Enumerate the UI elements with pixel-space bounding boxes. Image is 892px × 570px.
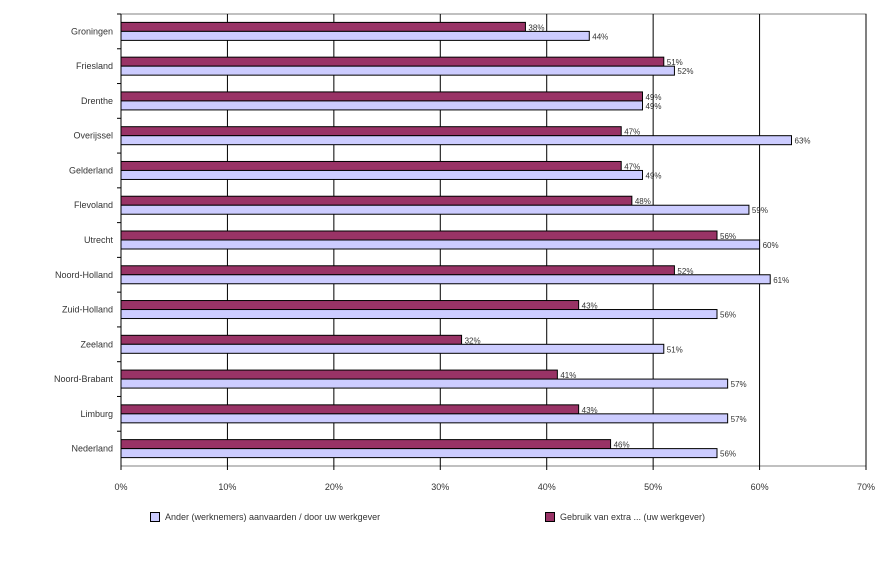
bar-series-1 [120,343,665,354]
data-label-series-2: 49% [646,93,662,102]
data-label-series-1: 59% [752,206,768,215]
data-label-series-2: 51% [667,58,683,67]
bar-series-2 [120,334,463,345]
x-tick-label: 60% [751,482,769,492]
x-tick-label: 30% [431,482,449,492]
y-tick-label: Flevoland [74,200,113,210]
data-label-series-2: 46% [614,441,630,450]
y-tick-label: Nederland [71,444,113,454]
legend-item-series-2: Gebruik van extra ... (uw werkgever) [545,512,705,522]
data-label-series-2: 43% [582,302,598,311]
bar-series-2 [120,230,718,241]
bar-series-2 [120,369,558,380]
bar-series-1 [120,448,718,459]
bar-series-1 [120,135,792,146]
x-tick-label: 0% [114,482,127,492]
data-label-series-1: 52% [677,67,693,76]
x-tick-label: 50% [644,482,662,492]
x-tick-label: 20% [325,482,343,492]
y-tick-label: Gelderland [69,165,113,175]
bar-series-1 [120,169,643,180]
y-tick-label: Friesland [76,61,113,71]
data-label-series-2: 47% [624,162,640,171]
legend-label-series-1: Ander (werknemers) aanvaarden / door uw … [165,512,381,522]
bar-series-1 [120,413,729,424]
bar-series-2 [120,195,633,206]
data-label-series-1: 49% [646,171,662,180]
data-label-series-1: 44% [592,32,608,41]
y-tick-label: Overijssel [73,131,113,141]
bar-series-2 [120,404,580,415]
y-tick-label: Drenthe [81,96,113,106]
y-tick-label: Noord-Holland [55,270,113,280]
x-tick-label: 40% [538,482,556,492]
data-label-series-2: 48% [635,197,651,206]
bar-series-2 [120,21,526,32]
y-tick-label: Noord-Brabant [54,374,114,384]
data-label-series-2: 32% [465,336,481,345]
data-label-series-2: 56% [720,232,736,241]
data-label-series-1: 51% [667,345,683,354]
legend-swatch-series-1 [150,512,160,522]
data-label-series-1: 57% [731,415,747,424]
legend-label-series-2: Gebruik van extra ... (uw werkgever) [560,512,706,522]
data-label-series-2: 38% [528,23,544,32]
bar-series-2 [120,91,643,102]
bar-series-2 [120,265,675,276]
bar-series-1 [120,100,643,111]
data-label-series-1: 57% [731,380,747,389]
bar-series-1 [120,309,718,320]
data-label-series-1: 61% [773,276,789,285]
bar-series-1 [120,274,771,285]
data-label-series-1: 63% [795,137,811,146]
legend-swatch-series-2 [545,512,555,522]
data-label-series-1: 60% [763,241,779,250]
y-tick-label: Utrecht [84,235,114,245]
bar-series-1 [120,204,750,215]
y-tick-label: Zeeland [80,339,113,349]
data-label-series-2: 43% [582,406,598,415]
legend: Ander (werknemers) aanvaarden / door uw … [150,512,870,528]
bar-series-2 [120,300,580,311]
y-tick-label: Limburg [80,409,113,419]
data-label-series-1: 56% [720,311,736,320]
bar-series-2 [120,160,622,171]
bar-series-2 [120,439,612,450]
y-tick-label: Groningen [71,26,113,36]
bar-series-1 [120,65,675,76]
bar-series-1 [120,30,590,41]
data-label-series-1: 49% [646,102,662,111]
x-tick-label: 10% [218,482,236,492]
data-label-series-2: 41% [560,371,576,380]
bar-series-2 [120,126,622,137]
bar-series-1 [120,378,729,389]
bar-series-1 [120,239,761,250]
legend-item-series-1: Ander (werknemers) aanvaarden / door uw … [150,512,380,522]
y-tick-label: Zuid-Holland [62,305,113,315]
data-label-series-2: 52% [677,267,693,276]
data-label-series-1: 56% [720,450,736,459]
data-label-series-2: 47% [624,128,640,137]
x-tick-label: 70% [857,482,875,492]
bar-series-2 [120,56,665,67]
